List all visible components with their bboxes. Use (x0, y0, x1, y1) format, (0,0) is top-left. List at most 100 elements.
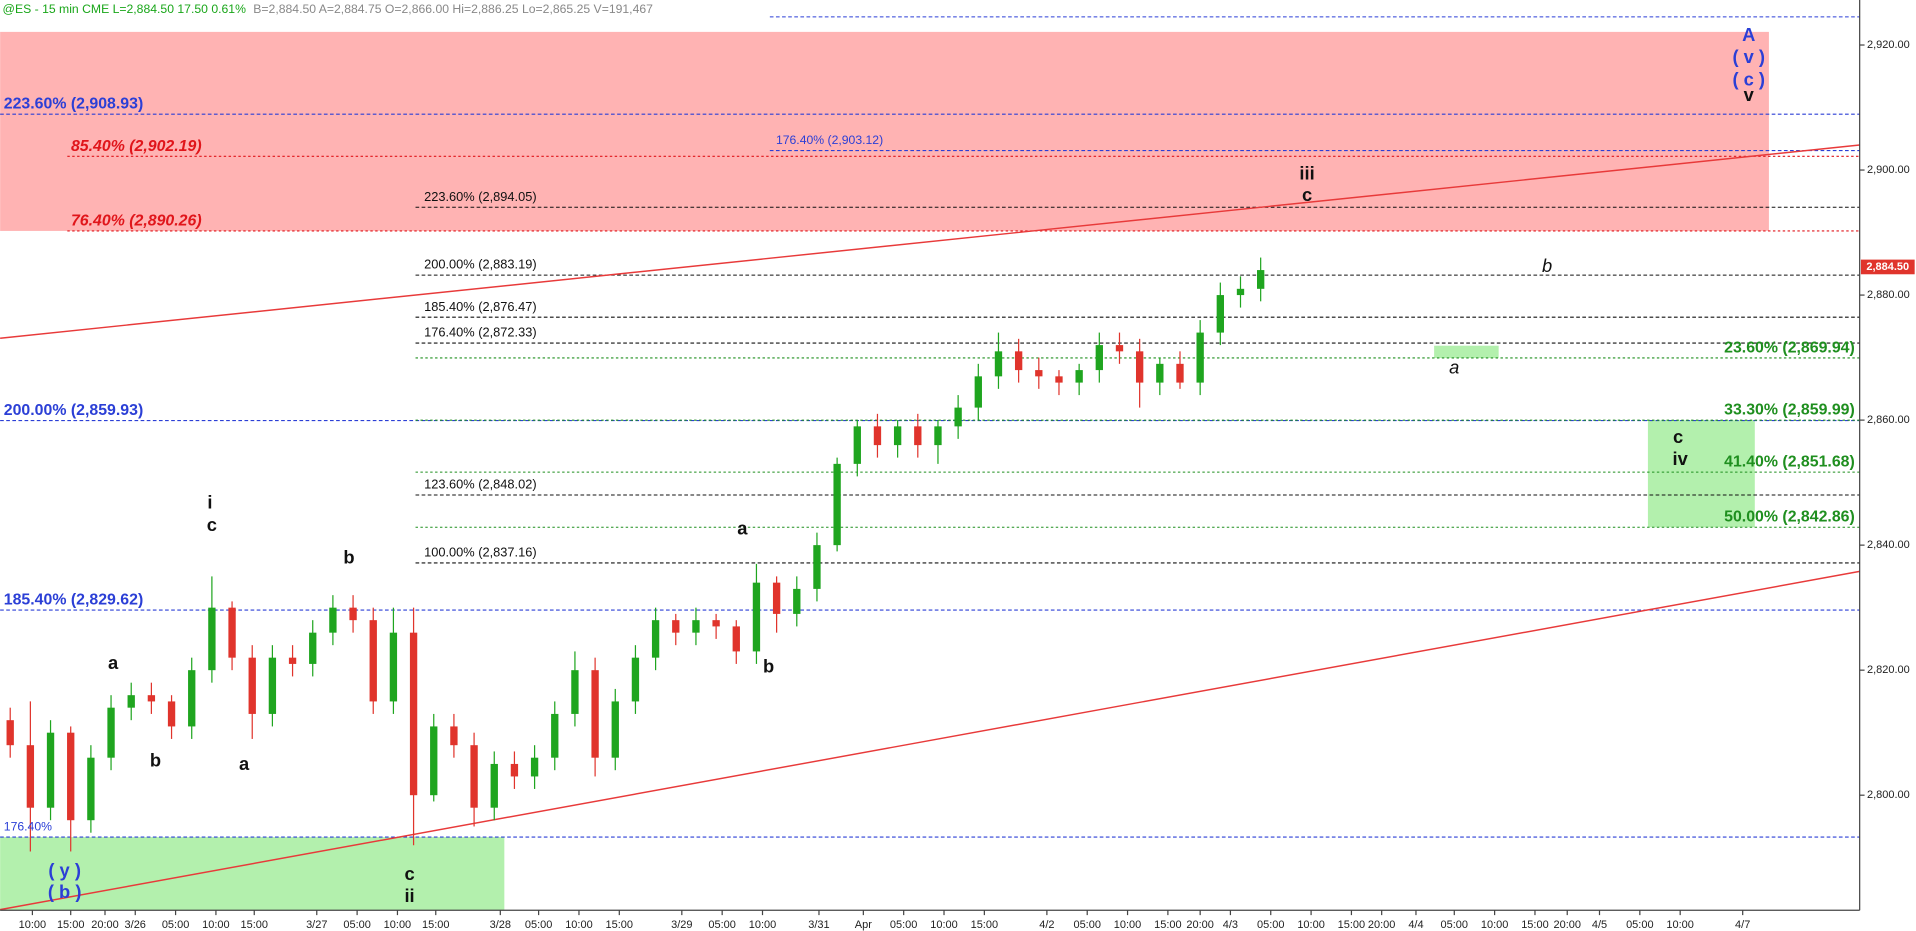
x-tick-label: 05:00 (708, 919, 736, 931)
candle-body (893, 426, 902, 446)
candle-body (248, 657, 256, 714)
x-tick-label: 10:00 (202, 919, 230, 931)
x-tick-label: 05:00 (162, 919, 190, 931)
candle-body (147, 695, 156, 702)
x-tick-label: 20:00 (91, 919, 119, 931)
fib-level-label: 200.00% (2,859.93) (4, 402, 143, 419)
candle-body (732, 626, 740, 652)
wave-label: iii (1299, 162, 1314, 183)
candle-body (1257, 270, 1265, 289)
fib-level-label: 33.30% (2,859.99) (1724, 402, 1855, 419)
candle-body (167, 701, 176, 727)
candle-body (712, 620, 720, 627)
x-tick-label: 10:00 (1481, 919, 1509, 931)
fib-level-label: 76.40% (2,890.26) (71, 212, 202, 229)
lines-layer (0, 16, 1860, 911)
x-tick-label: 20:00 (1368, 919, 1396, 931)
candle-body (349, 607, 357, 621)
fib-level-label: 223.60% (2,908.93) (4, 96, 143, 113)
x-tick-label: 4/3 (1223, 919, 1238, 931)
trendline (0, 570, 1860, 911)
candle-body (954, 407, 962, 427)
candles-layer (6, 257, 1265, 852)
fib-level-label: 100.00% (2,837.16) (424, 545, 537, 560)
candle-body (470, 745, 478, 808)
candle-body (1236, 288, 1245, 296)
candle-body (1135, 351, 1144, 383)
fib-level-label: 50.00% (2,842.86) (1724, 509, 1855, 526)
x-tick-label: 05:00 (890, 919, 918, 931)
y-tick-label: 2,860.00 (1867, 414, 1910, 426)
wave-label: c (1302, 184, 1312, 205)
candle-body (510, 763, 519, 777)
wave-label: c (1673, 426, 1683, 447)
candle-body (793, 588, 801, 614)
x-tick-label: 15:00 (422, 919, 450, 931)
x-tick-label: 3/29 (671, 919, 692, 931)
candle-body (1055, 376, 1063, 383)
fib-level-label: 185.40% (2,876.47) (424, 299, 537, 314)
fib-level-label: 176.40% (2,872.33) (424, 325, 537, 340)
candle-body (430, 726, 438, 796)
wave-label: v (1744, 84, 1755, 105)
x-tick-label: 05:00 (1073, 919, 1101, 931)
candle-body (873, 426, 882, 446)
candle-body (692, 620, 700, 633)
candle-body (87, 757, 95, 821)
candle-body (974, 376, 982, 408)
zone (1434, 345, 1499, 358)
candle-body (127, 695, 135, 708)
wave-label: a (239, 753, 250, 774)
x-tick-label: 15:00 (971, 919, 999, 931)
x-tick-label: 10:00 (1666, 919, 1694, 931)
candle-body (1095, 345, 1103, 371)
x-tick-label: 15:00 (1154, 919, 1182, 931)
zone (0, 31, 1769, 231)
x-tick-label: 10:00 (1297, 919, 1325, 931)
fib-level-label: 176.40% (4, 820, 52, 834)
candle-body (188, 670, 196, 727)
candle-body (672, 620, 680, 633)
x-tick-label: 4/7 (1735, 919, 1750, 931)
x-tick-label: 10:00 (565, 919, 593, 931)
candle-body (1216, 295, 1224, 333)
x-tick-label: 4/5 (1592, 919, 1607, 931)
candle-body (409, 632, 418, 796)
x-tick-label: 10:00 (930, 919, 958, 931)
last-price-box (1860, 259, 1915, 275)
wave-label: c (404, 863, 414, 884)
y-tick-label: 2,820.00 (1867, 664, 1910, 676)
y-tick-label: 2,800.00 (1867, 789, 1910, 801)
x-tick-label: Apr (855, 919, 872, 931)
zones-layer (0, 31, 1769, 911)
candle-body (853, 426, 861, 464)
x-tick-label: 20:00 (1186, 919, 1214, 931)
x-tick-label: 10:00 (19, 919, 46, 931)
candle-body (1075, 370, 1083, 383)
candle-body (914, 426, 922, 446)
candle-body (611, 701, 619, 758)
candle-body (67, 732, 75, 821)
candle-body (651, 620, 660, 658)
header-text: @ES - 15 min CME L=2,884.50 17.50 0.61% (3, 2, 247, 16)
candle-body (46, 732, 55, 808)
wave-label: b (1542, 255, 1552, 276)
x-tick-label: 4/2 (1039, 919, 1054, 931)
wave-label: a (1449, 357, 1459, 378)
trendline (0, 144, 1860, 339)
wave-label: iv (1673, 448, 1689, 469)
text-layer: 223.60% (2,908.93) 176.40% (2,903.12) 85.4… (4, 24, 1855, 906)
candle-body (571, 670, 579, 714)
x-tick-label: 3/27 (306, 919, 327, 931)
candle-body (752, 582, 761, 652)
wave-label: ( c ) (1732, 68, 1765, 89)
candle-body (228, 607, 236, 658)
candle-body (268, 657, 277, 714)
wave-label: c (207, 514, 217, 535)
zone (0, 837, 505, 911)
x-tick-label: 15:00 (606, 919, 634, 931)
candle-body (934, 426, 942, 446)
x-tick-label: 10:00 (384, 919, 412, 931)
fib-level-label: 41.40% (2,851.68) (1724, 454, 1855, 471)
